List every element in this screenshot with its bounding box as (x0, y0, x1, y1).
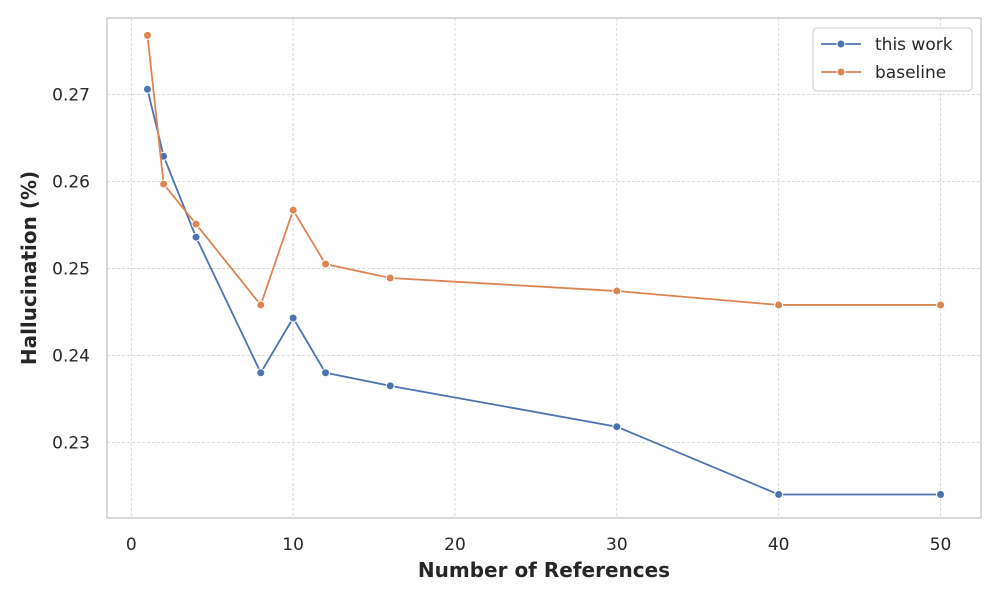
data-point (936, 490, 946, 500)
data-point (256, 300, 266, 310)
data-point (288, 313, 298, 323)
data-point (191, 219, 201, 229)
x-tick-label: 30 (606, 535, 628, 555)
series-line-this-work (146, 89, 941, 496)
data-point (159, 179, 169, 189)
legend: this work baseline (812, 27, 973, 92)
data-point (191, 232, 201, 242)
x-tick-label: 50 (930, 535, 952, 555)
y-tick-label: 0.23 (52, 433, 90, 453)
data-point (321, 368, 330, 378)
legend-label: baseline (875, 63, 946, 83)
data-point (774, 300, 784, 310)
x-tick-label: 40 (768, 535, 790, 555)
data-point (288, 205, 298, 215)
data-point (774, 490, 784, 500)
data-point (612, 286, 622, 296)
x-tick-label: 0 (126, 535, 137, 555)
data-point (142, 84, 152, 94)
grid-lines (107, 18, 981, 518)
series-group (142, 30, 946, 500)
data-point (256, 368, 266, 378)
y-tick-label: 0.24 (52, 346, 90, 366)
x-tick-label: 20 (444, 535, 466, 555)
data-point (385, 381, 395, 391)
x-tick-label: 10 (282, 535, 304, 555)
y-tick-label: 0.26 (52, 172, 90, 192)
y-axis-title: Hallucination (%) (17, 171, 41, 365)
legend-marker (836, 67, 846, 77)
y-tick-label: 0.27 (52, 86, 90, 106)
y-tick-label: 0.25 (52, 259, 90, 279)
tick-labels: 0 10 20 30 40 50 0.23 0.24 0.25 0.26 0.27 (52, 86, 951, 555)
data-point (936, 300, 946, 310)
data-point (321, 259, 330, 269)
plot-frame (106, 17, 982, 519)
legend-label: this work (875, 35, 953, 55)
x-axis-title: Number of References (418, 558, 670, 582)
series-line-baseline (146, 35, 941, 306)
data-point (142, 30, 152, 40)
data-point (385, 273, 395, 283)
legend-marker (836, 39, 846, 49)
data-point (612, 422, 622, 432)
